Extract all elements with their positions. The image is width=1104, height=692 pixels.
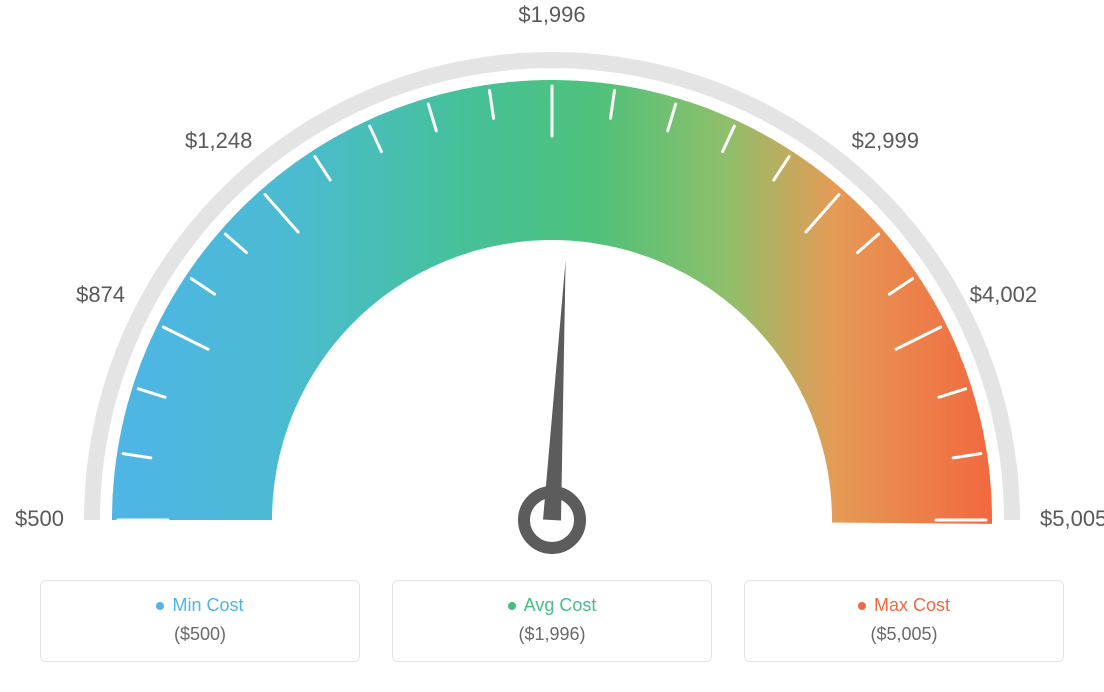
gauge-chart: $500 $874 $1,248 $1,996 $2,999 $4,002 $5,005 bbox=[0, 0, 1104, 580]
gauge-needle bbox=[543, 260, 566, 520]
legend-row: Min Cost ($500) Avg Cost ($1,996) Max Cost ($… bbox=[0, 580, 1104, 692]
legend-value: ($500) bbox=[51, 624, 349, 645]
legend-label: Min Cost bbox=[172, 595, 243, 616]
legend-value: ($5,005) bbox=[755, 624, 1053, 645]
gauge-tick-label: $5,005 bbox=[1040, 506, 1104, 531]
legend-label: Max Cost bbox=[874, 595, 950, 616]
cost-gauge-container: $500 $874 $1,248 $1,996 $2,999 $4,002 $5,005 M… bbox=[0, 0, 1104, 692]
gauge-tick-label: $874 bbox=[76, 282, 125, 307]
legend-label: Avg Cost bbox=[524, 595, 597, 616]
legend-title: Max Cost bbox=[858, 595, 950, 616]
legend-title: Min Cost bbox=[156, 595, 243, 616]
legend-dot-icon bbox=[508, 602, 516, 610]
gauge-tick-label: $1,248 bbox=[185, 128, 252, 153]
gauge-svg: $500 $874 $1,248 $1,996 $2,999 $4,002 $5,005 bbox=[0, 0, 1104, 580]
legend-dot-icon bbox=[858, 602, 866, 610]
gauge-tick-label: $4,002 bbox=[970, 282, 1037, 307]
legend-card: Avg Cost ($1,996) bbox=[392, 580, 712, 662]
legend-card: Min Cost ($500) bbox=[40, 580, 360, 662]
legend-title: Avg Cost bbox=[508, 595, 597, 616]
gauge-tick-label: $500 bbox=[15, 506, 64, 531]
legend-value: ($1,996) bbox=[403, 624, 701, 645]
gauge-tick-label: $2,999 bbox=[852, 128, 919, 153]
gauge-tick-label: $1,996 bbox=[518, 2, 585, 27]
legend-card: Max Cost ($5,005) bbox=[744, 580, 1064, 662]
legend-dot-icon bbox=[156, 602, 164, 610]
